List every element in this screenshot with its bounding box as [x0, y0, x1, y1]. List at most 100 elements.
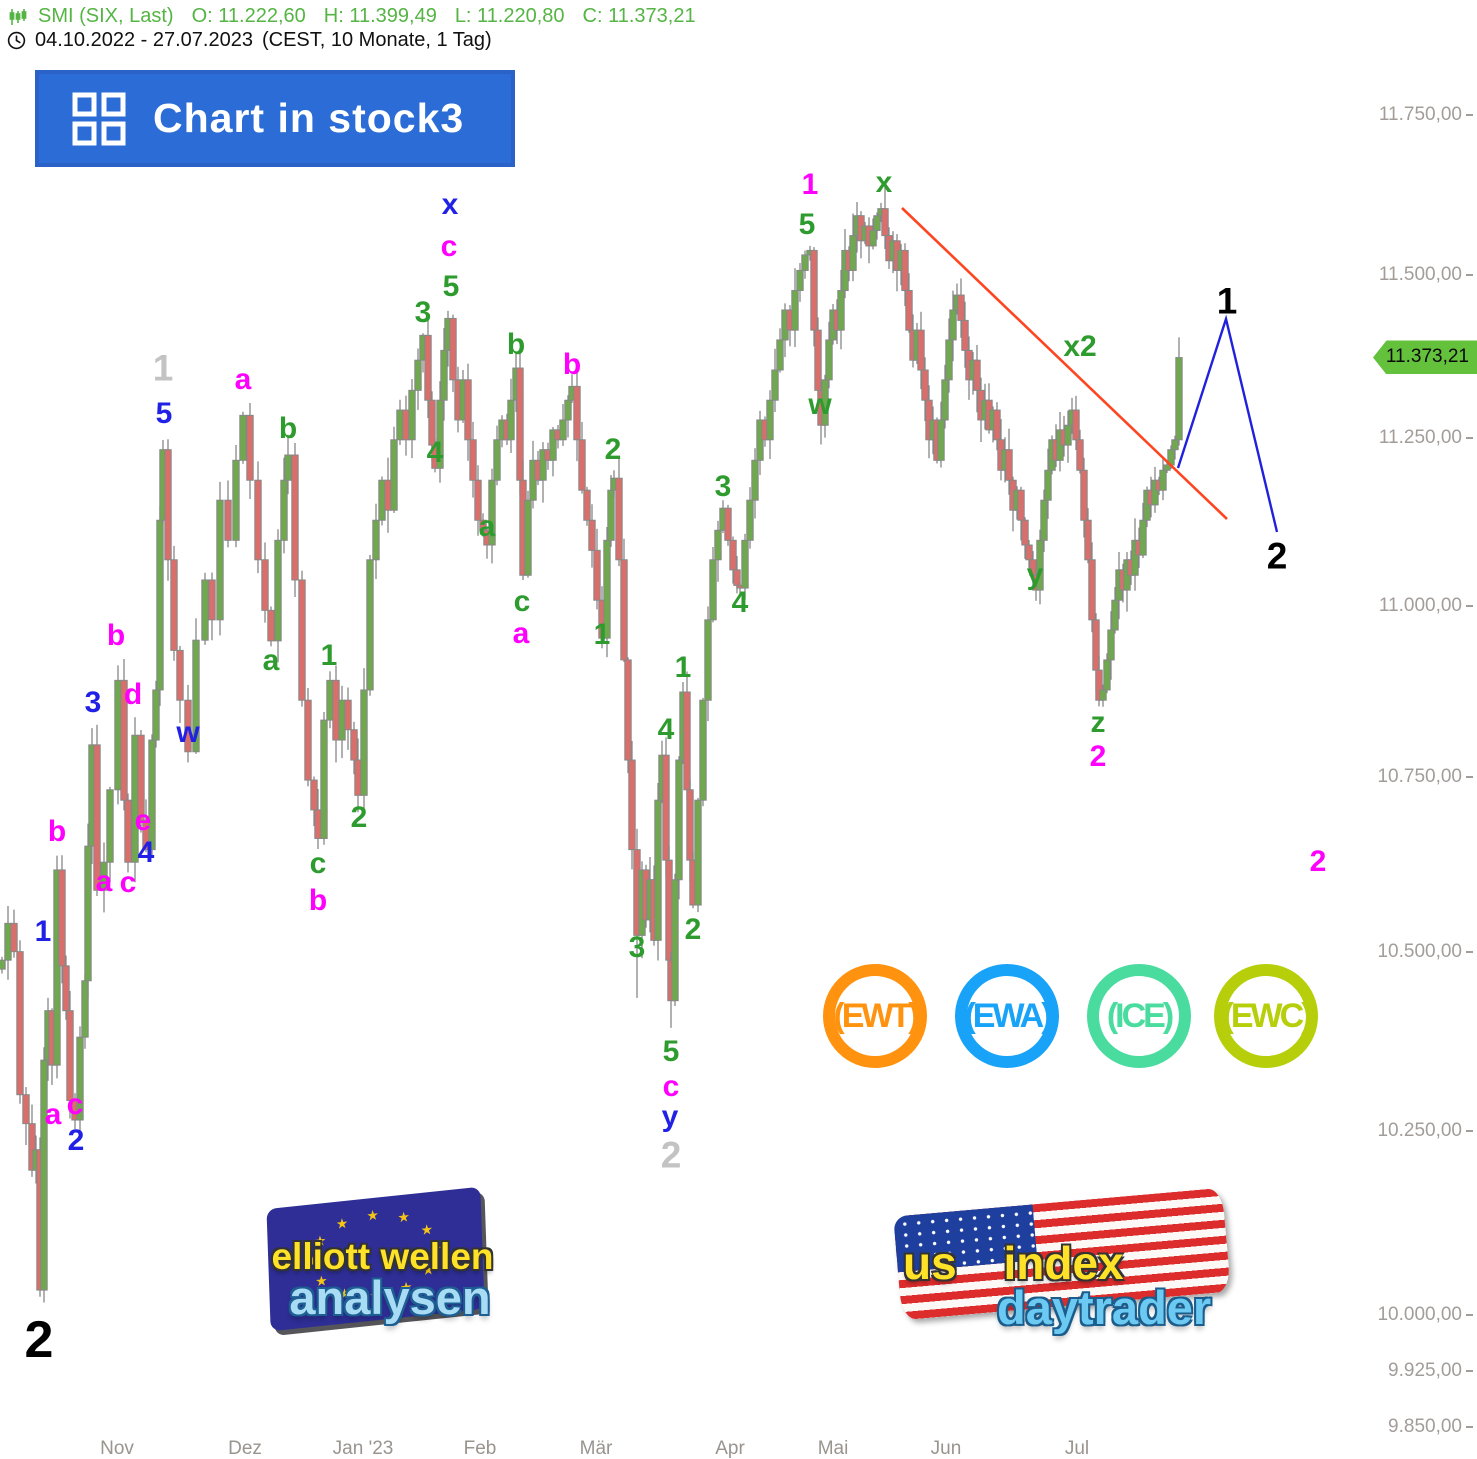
candle [1080, 457, 1088, 538]
wave-label-2: 2 [24, 1311, 54, 1369]
timeframe-header: 04.10.2022 - 27.07.2023 (CEST, 10 Monate… [7, 29, 492, 52]
candle [304, 688, 312, 787]
candle [549, 427, 557, 477]
candle [81, 973, 89, 1049]
candle [1159, 456, 1167, 501]
trendlines-layer [901, 207, 1279, 533]
date-range: 04.10.2022 - 27.07.2023 [35, 29, 253, 51]
last-price-value: 11.373,21 [1385, 346, 1469, 368]
candle [320, 711, 328, 845]
candle [917, 311, 925, 390]
wave-label-d: d [123, 678, 143, 711]
candle [378, 476, 386, 526]
wave-label-2: 2 [350, 801, 368, 834]
wave-label-1: 1 [801, 168, 819, 201]
candle [961, 301, 969, 368]
candle [699, 697, 707, 807]
candle [524, 490, 532, 578]
wave-label-c: c [309, 847, 327, 880]
wave-label-4: 4 [426, 436, 444, 469]
wave-label-b: b [308, 884, 328, 917]
candle [291, 442, 299, 598]
candle [208, 572, 216, 641]
candle [137, 730, 145, 833]
candle [62, 955, 70, 1020]
symbol-label: SMI (SIX, Last) [38, 5, 174, 27]
candle [837, 269, 845, 350]
candle [479, 513, 487, 537]
candle [280, 457, 288, 554]
candle [201, 572, 209, 645]
candle [1021, 517, 1029, 559]
candle [1088, 542, 1096, 633]
instrument-header: SMI (SIX, Last) O: 11.222,60 H: 11.399,4… [8, 5, 704, 28]
candle [1139, 502, 1147, 559]
y-axis-price-label: 9.925,00 [1388, 1359, 1462, 1381]
y-axis-price-label: 10.250,00 [1377, 1119, 1462, 1141]
y-axis-tick [1466, 1426, 1473, 1428]
candle [957, 278, 965, 338]
wave-label-3: 3 [414, 296, 432, 329]
candle [106, 786, 114, 883]
eu-star-icon: ★ [420, 1220, 434, 1239]
candle [76, 1026, 84, 1141]
wave-label-3: 3 [714, 470, 732, 503]
candle [261, 542, 269, 623]
eu-star-icon: ★ [397, 1208, 411, 1226]
y-axis-tick [1466, 604, 1473, 607]
wave-label-4: 4 [657, 713, 675, 746]
candle [628, 741, 636, 870]
wave-label-2: 2 [67, 1124, 85, 1157]
candle [184, 684, 192, 763]
y-axis-price-label: 9.850,00 [1388, 1416, 1462, 1437]
wave-label-b: b [106, 619, 126, 652]
candle [615, 456, 623, 567]
candle [869, 218, 877, 250]
candles-layer [0, 187, 1183, 1303]
candle [796, 263, 804, 302]
wave-label-a: a [234, 363, 252, 396]
candle [945, 318, 953, 393]
candle [384, 457, 392, 533]
candle [366, 554, 374, 696]
candle [662, 737, 670, 876]
candle [40, 1047, 48, 1303]
candle [1025, 540, 1033, 573]
candle [683, 671, 691, 800]
wave-label-2: 2 [1089, 740, 1107, 773]
candle [332, 665, 340, 763]
candle [671, 873, 679, 1007]
candle [424, 318, 432, 419]
wave-label-1: 1 [593, 618, 611, 651]
candle [469, 421, 477, 498]
wave-label-x2: x2 [1063, 330, 1097, 363]
candle [170, 545, 178, 661]
candle [751, 448, 759, 519]
candle [284, 434, 292, 495]
candle [408, 379, 416, 459]
candle [583, 486, 591, 526]
candle [791, 268, 799, 347]
candle [905, 273, 913, 333]
candle [344, 687, 352, 750]
chart-in-stock3-button[interactable]: Chart in stock3 [35, 70, 515, 167]
wave-label-a: a [478, 510, 496, 543]
elliott-wellen-analysen-logo: ★ ★ ★ ★ ★ ★ ★ ★ ★ ★ ★ ★ elliott wellen analysen [240, 1186, 525, 1332]
candle [232, 445, 240, 548]
wave-label-4: 4 [731, 586, 749, 619]
wave-label-c: c [119, 866, 137, 899]
candle [224, 480, 232, 548]
wave-label-a: a [262, 644, 280, 677]
candle [729, 536, 737, 584]
candle [148, 734, 156, 856]
candle [120, 658, 128, 811]
wave-label-2: 2 [684, 913, 702, 946]
candle [1005, 428, 1013, 495]
candle [564, 395, 572, 438]
candle [1107, 611, 1115, 680]
candle [464, 363, 472, 461]
candle [694, 797, 702, 913]
y-axis-tick [1466, 273, 1473, 276]
candle [1151, 466, 1159, 513]
